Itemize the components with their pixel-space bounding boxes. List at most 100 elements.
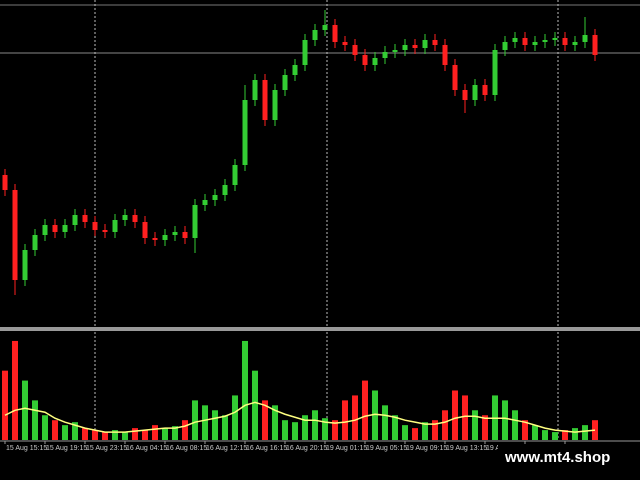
volume-bar	[542, 430, 548, 440]
candle-body	[272, 90, 278, 120]
x-tick-label: 19 Aug 13:15	[446, 445, 487, 452]
volume-bar	[32, 400, 38, 440]
x-tick-label: 16 Aug 20:15	[286, 445, 327, 452]
candle-body	[372, 58, 378, 65]
volume-bar	[82, 428, 88, 440]
candle-body	[442, 45, 448, 65]
candle-body	[182, 232, 188, 238]
candle-body	[302, 40, 308, 65]
x-tick-label: 19 Aug 09:15	[406, 445, 447, 452]
candle-body	[82, 215, 88, 222]
candle-body	[62, 225, 68, 232]
volume-bar	[522, 420, 528, 440]
candle-body	[92, 222, 98, 230]
volume-bar	[152, 425, 158, 440]
candle-body	[362, 55, 368, 65]
volume-bar	[582, 425, 588, 440]
volume-bar	[2, 370, 8, 440]
volume-bar	[342, 400, 348, 440]
volume-bar	[532, 425, 538, 440]
candle-body	[242, 100, 248, 165]
volume-bar	[512, 410, 518, 440]
x-tick-label: 19 Aug 01:15	[326, 445, 367, 452]
volume-bar	[252, 370, 258, 440]
candle-body	[572, 42, 578, 45]
candle-body	[102, 230, 108, 232]
volume-bar	[272, 405, 278, 440]
volume-bar	[382, 405, 388, 440]
volume-bar	[92, 430, 98, 440]
candle-body	[412, 45, 418, 48]
volume-bar	[562, 430, 568, 440]
volume-bar	[172, 426, 178, 440]
candle-body	[12, 190, 18, 280]
candle-body	[402, 45, 408, 50]
panel-separator	[0, 327, 640, 331]
volume-bar	[112, 430, 118, 440]
volume-bar	[202, 405, 208, 440]
candle-body	[22, 250, 28, 280]
x-tick-label: 15 Aug 15:15	[6, 445, 47, 452]
candle-body	[292, 65, 298, 75]
candle-body	[522, 38, 528, 45]
candle-body	[252, 80, 258, 100]
volume-bar	[242, 340, 248, 440]
volume-bar	[552, 432, 558, 440]
candle-body	[32, 235, 38, 250]
volume-bar	[292, 422, 298, 440]
volume-bar	[182, 420, 188, 440]
candle-body	[202, 200, 208, 205]
volume-bar	[322, 418, 328, 440]
volume-bar	[402, 425, 408, 440]
x-tick-label: 16 Aug 16:15	[246, 445, 287, 452]
candle-body	[552, 38, 558, 40]
volume-bar	[422, 422, 428, 440]
candle-body	[2, 175, 8, 190]
volume-bar	[52, 420, 58, 440]
candle-body	[262, 80, 268, 120]
volume-bar	[362, 380, 368, 440]
candle-body	[392, 50, 398, 52]
candle-body	[232, 165, 238, 185]
candle-body	[532, 42, 538, 45]
candle-body	[582, 35, 588, 42]
volume-bar	[42, 415, 48, 440]
volume-bar	[222, 415, 228, 440]
candle-body	[592, 35, 598, 55]
volume-bar	[372, 390, 378, 440]
candle-body	[422, 40, 428, 48]
candle-body	[352, 45, 358, 55]
candle-body	[212, 195, 218, 200]
candle-body	[172, 232, 178, 235]
volume-bar	[212, 410, 218, 440]
volume-bar	[232, 395, 238, 440]
volume-bar	[62, 425, 68, 440]
candle-body	[482, 85, 488, 95]
candle-body	[142, 222, 148, 238]
candle-body	[312, 30, 318, 40]
x-tick-label: 16 Aug 12:15	[206, 445, 247, 452]
volume-bar	[472, 410, 478, 440]
volume-bar	[132, 428, 138, 440]
volume-bar	[302, 415, 308, 440]
candle-body	[512, 38, 518, 42]
candle-body	[72, 215, 78, 225]
candle-body	[122, 215, 128, 220]
candle-body	[542, 40, 548, 42]
candle-body	[322, 25, 328, 30]
volume-bar	[332, 420, 338, 440]
candle-body	[462, 90, 468, 100]
x-tick-label: 15 Aug 19:15	[46, 445, 87, 452]
volume-bar	[22, 380, 28, 440]
x-tick-label: 16 Aug 04:15	[126, 445, 167, 452]
candle-body	[52, 225, 58, 232]
volume-bar	[192, 400, 198, 440]
candle-body	[562, 38, 568, 45]
candle-body	[382, 52, 388, 58]
candle-body	[42, 225, 48, 235]
candle-body	[222, 185, 228, 195]
candle-body	[342, 42, 348, 45]
candle-body	[162, 235, 168, 240]
volume-bar	[312, 410, 318, 440]
